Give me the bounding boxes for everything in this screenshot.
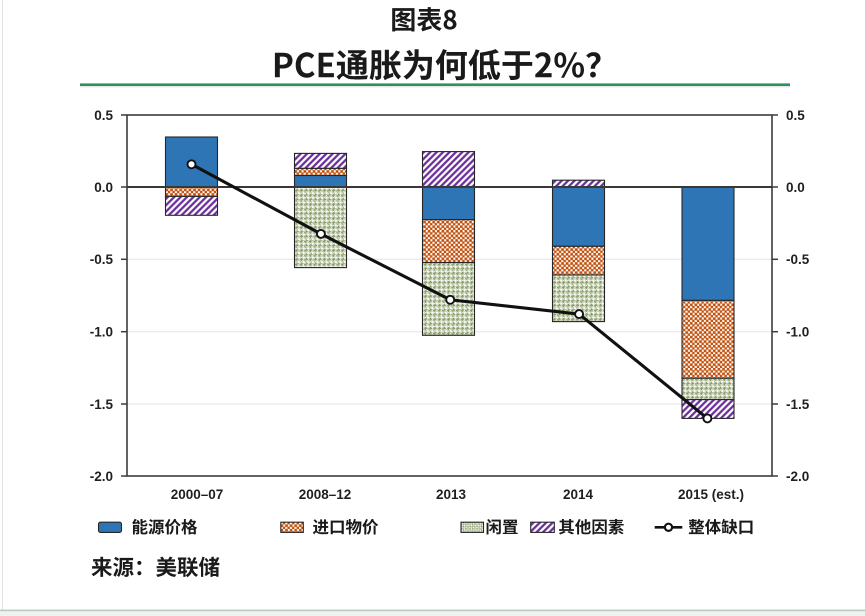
svg-text:-1.0: -1.0 — [90, 325, 113, 340]
svg-text:-2.0: -2.0 — [90, 469, 113, 484]
svg-text:-1.5: -1.5 — [90, 397, 114, 412]
svg-text:2000–07: 2000–07 — [171, 487, 224, 502]
svg-text:2013: 2013 — [436, 487, 467, 502]
svg-text:2008–12: 2008–12 — [299, 487, 352, 502]
svg-text:0.0: 0.0 — [786, 180, 805, 195]
svg-text:0.5: 0.5 — [94, 108, 113, 123]
svg-text:0.5: 0.5 — [786, 108, 805, 123]
svg-text:0.0: 0.0 — [94, 180, 113, 195]
svg-text:-2.0: -2.0 — [786, 469, 809, 484]
svg-text:-0.5: -0.5 — [786, 252, 810, 267]
svg-text:2015 (est.): 2015 (est.) — [678, 487, 744, 502]
svg-text:2014: 2014 — [563, 487, 594, 502]
svg-text:-0.5: -0.5 — [90, 252, 114, 267]
svg-text:-1.0: -1.0 — [786, 325, 809, 340]
svg-text:-1.5: -1.5 — [786, 397, 810, 412]
